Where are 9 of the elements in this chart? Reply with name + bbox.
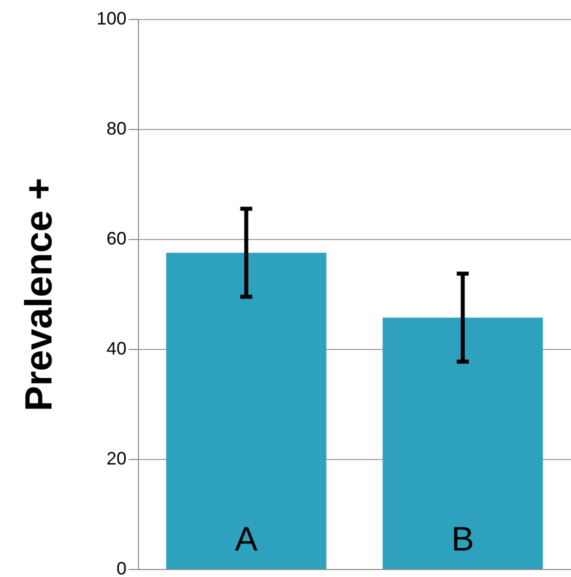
y-tick-label: 80: [106, 118, 126, 138]
y-axis-title: Prevalence +: [18, 178, 60, 412]
y-tick-label: 60: [106, 228, 126, 248]
y-tick-label: 40: [106, 338, 126, 358]
y-tick-label: 20: [106, 448, 126, 468]
x-tick-label: A: [234, 520, 258, 558]
y-tick-label: 0: [116, 558, 126, 577]
x-tick-label: B: [451, 520, 474, 558]
y-tick-label: 100: [96, 8, 126, 28]
